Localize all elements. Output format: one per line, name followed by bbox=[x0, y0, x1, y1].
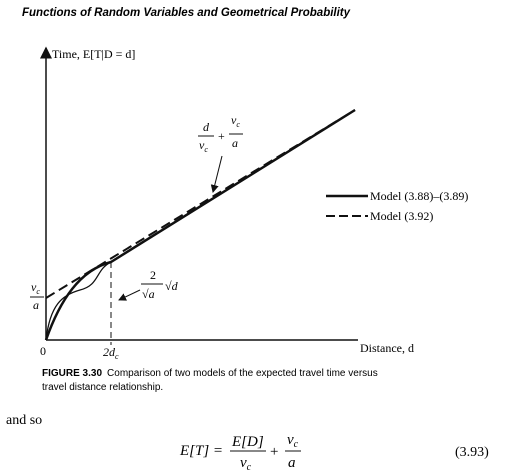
caption: FIGURE 3.30 Comparison of two models of t… bbox=[42, 368, 378, 379]
annotation-plus: + bbox=[218, 129, 225, 143]
x-origin: 0 bbox=[40, 344, 46, 358]
equation-den: vc bbox=[240, 455, 252, 471]
x-axis-label: Distance, d bbox=[360, 341, 414, 355]
annotation-term: vc bbox=[231, 113, 240, 129]
annotation-sub: c bbox=[204, 145, 208, 154]
curve-annotation-num: 2 bbox=[150, 268, 156, 282]
curve-annotation-den: √a bbox=[142, 287, 155, 301]
annotation-main: v bbox=[199, 138, 205, 152]
running-header: Functions of Random Variables and Geomet… bbox=[22, 7, 351, 19]
equation-sub: c bbox=[247, 462, 252, 471]
y-tick-num: vc bbox=[31, 280, 40, 296]
body-text: and so bbox=[6, 413, 42, 428]
x-tick: 2dc bbox=[103, 345, 119, 361]
annotation-term: vc bbox=[199, 138, 208, 154]
caption-line: Comparison of two models of the expected… bbox=[107, 368, 378, 379]
y-tick-den: a bbox=[33, 298, 39, 312]
annotation-arrow bbox=[118, 289, 141, 301]
y-axis-label: Time, E[T|D = d] bbox=[52, 47, 135, 61]
equation-num: vc bbox=[287, 432, 299, 450]
equation-main: v bbox=[240, 455, 247, 471]
equation-sub: c bbox=[294, 439, 299, 450]
annotation-main: v bbox=[231, 113, 237, 127]
sqrt-curve bbox=[45, 261, 112, 341]
equation-number: (3.93) bbox=[455, 445, 489, 460]
caption-line: travel distance relationship. bbox=[42, 382, 163, 393]
equation-num: E[D] bbox=[231, 434, 264, 450]
annotation-term: a bbox=[232, 136, 238, 150]
y-tick-num-main: v bbox=[31, 280, 37, 294]
annotation-arrow bbox=[210, 155, 223, 193]
y-tick-num-sub: c bbox=[36, 287, 40, 296]
equation-plus: + bbox=[270, 444, 278, 460]
annotation-term: d bbox=[203, 120, 210, 134]
equation-lhs: E[T] = bbox=[179, 443, 223, 459]
caption-label: FIGURE 3.30 bbox=[42, 368, 102, 379]
curve-annotation-factor: √d bbox=[165, 279, 179, 293]
equation-den: a bbox=[288, 455, 296, 471]
legend-label: Model (3.88)–(3.89) bbox=[370, 189, 468, 203]
legend-label: Model (3.92) bbox=[370, 209, 433, 223]
annotation-sub: c bbox=[236, 120, 240, 129]
equation-main: v bbox=[287, 432, 294, 448]
x-tick-main: 2d bbox=[103, 345, 116, 359]
x-tick-sub: c bbox=[115, 352, 119, 361]
